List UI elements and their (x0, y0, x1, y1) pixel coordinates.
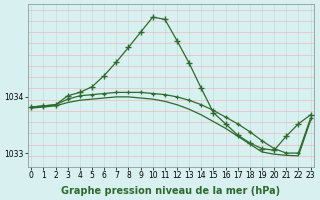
X-axis label: Graphe pression niveau de la mer (hPa): Graphe pression niveau de la mer (hPa) (61, 186, 281, 196)
